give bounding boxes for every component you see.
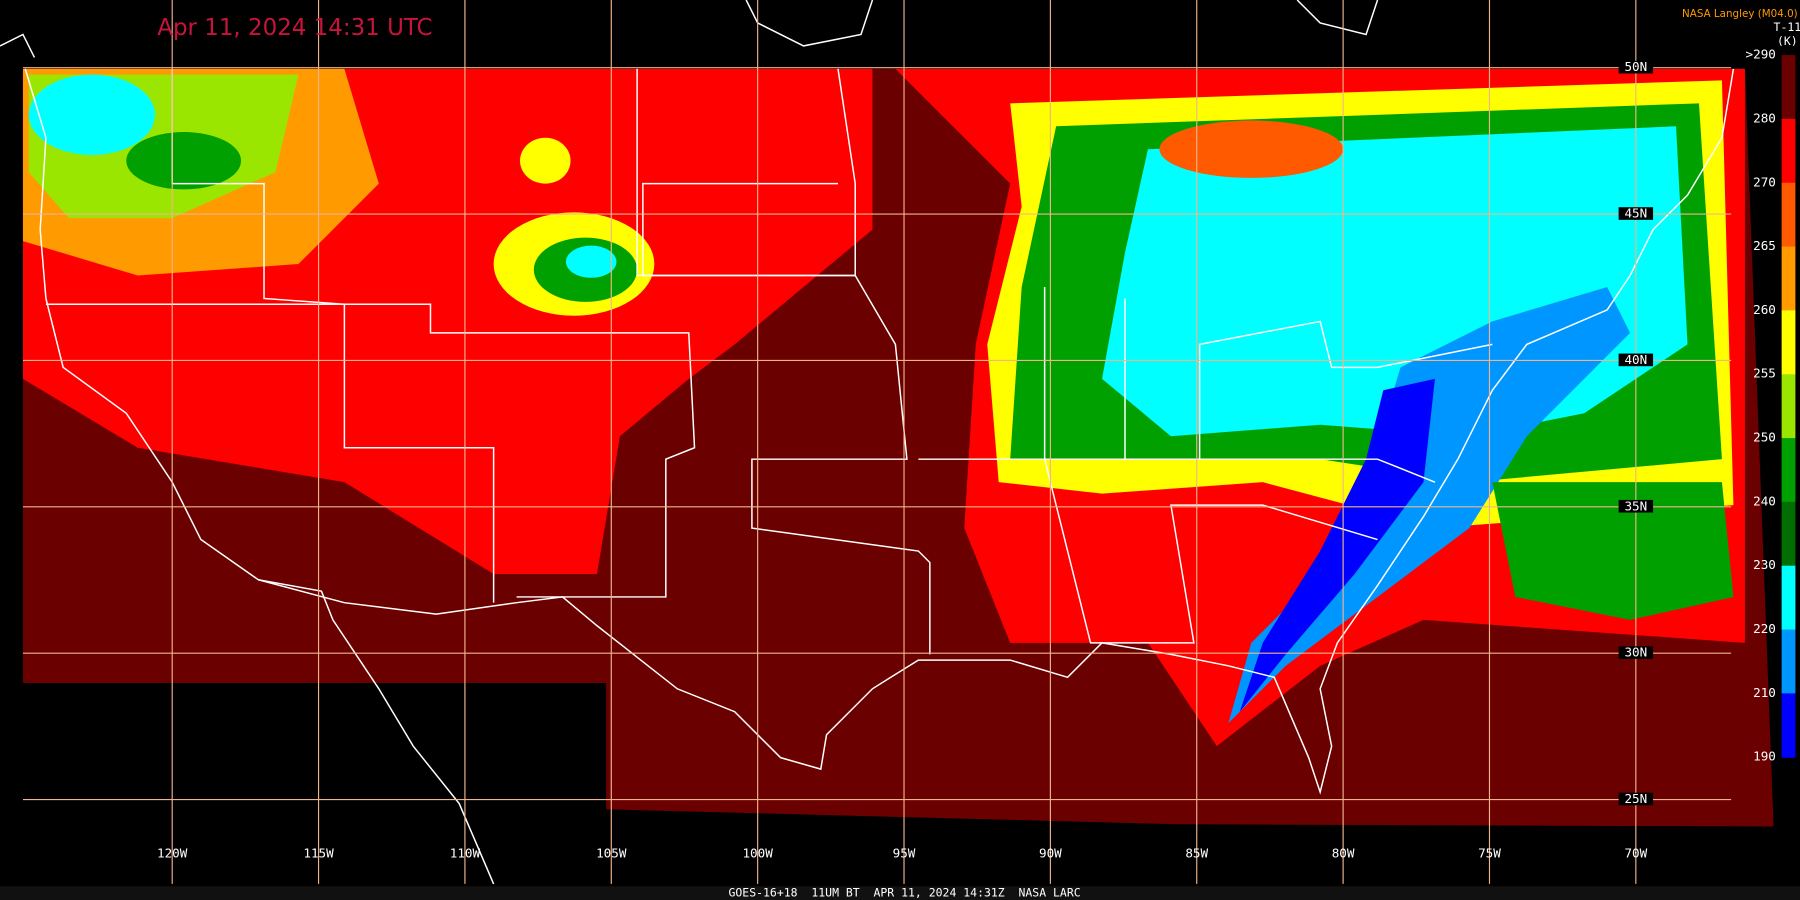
cloud-cold bbox=[565, 245, 617, 278]
coastline bbox=[258, 68, 1735, 795]
timestamp-title: Apr 11, 2024 14:31 UTC bbox=[157, 15, 432, 41]
colorbar-segment bbox=[1781, 182, 1796, 248]
colorbar-label: 220 bbox=[1753, 621, 1776, 636]
longitude-label: 90W bbox=[1039, 846, 1062, 861]
colorbar-segment bbox=[1781, 629, 1796, 694]
cloud-cold bbox=[28, 74, 155, 155]
longitude-label: 110W bbox=[450, 846, 481, 861]
state-border bbox=[1124, 298, 1493, 460]
state-border bbox=[45, 303, 495, 603]
colorbar-segment bbox=[1781, 693, 1796, 758]
colorbar: >290 280 270 265 260 255 250 240 230 220 210 190 bbox=[1746, 45, 1800, 783]
colorbar-title: T-11 bbox=[1774, 20, 1800, 34]
boundaries bbox=[0, 0, 1735, 885]
colorbar-segment bbox=[1781, 118, 1796, 184]
colorbar-label: 255 bbox=[1753, 366, 1776, 381]
cloud-cold bbox=[126, 132, 242, 190]
colorbar-label: 270 bbox=[1753, 174, 1776, 189]
longitude-label: 95W bbox=[893, 846, 916, 861]
colorbar-label: 280 bbox=[1753, 110, 1776, 125]
colorbar-segment bbox=[1781, 310, 1796, 375]
colorbar-label: 240 bbox=[1753, 493, 1776, 508]
coastline bbox=[24, 68, 495, 885]
state-border bbox=[171, 68, 696, 598]
cloud-field bbox=[22, 68, 1745, 747]
colorbar-label: 265 bbox=[1753, 238, 1776, 253]
latitude-label-bg bbox=[1618, 792, 1654, 806]
latitude-label: 40N bbox=[1624, 352, 1647, 367]
colorbar-segment bbox=[1781, 501, 1796, 567]
longitude-label: 75W bbox=[1478, 846, 1501, 861]
graticule bbox=[22, 0, 1732, 884]
colorbar-segment bbox=[1781, 438, 1796, 503]
latitude-label: 35N bbox=[1624, 498, 1647, 513]
state-border bbox=[1043, 286, 1378, 644]
latitude-label-bg bbox=[1618, 207, 1654, 220]
latitude-label-bg bbox=[1618, 353, 1654, 367]
colorbar-label: 210 bbox=[1753, 685, 1776, 700]
colorbar-label: 260 bbox=[1753, 302, 1776, 317]
colorbar-label: >290 bbox=[1746, 47, 1776, 62]
colorbar-segment bbox=[1781, 565, 1796, 631]
colorbar-segment bbox=[1781, 55, 1796, 120]
colorbar-label: 250 bbox=[1753, 430, 1776, 445]
latitude-label: 50N bbox=[1624, 59, 1647, 74]
colorbar-label: 190 bbox=[1753, 749, 1776, 764]
cloud-cold bbox=[1228, 286, 1631, 724]
longitude-label: 70W bbox=[1624, 846, 1647, 861]
graticule-labels: 120W 115W 110W 105W 100W 95W 90W 85W 80W 75W 70W 50… bbox=[157, 59, 1654, 861]
latitude-label-bg bbox=[1618, 60, 1654, 74]
colorbar-label: 230 bbox=[1753, 557, 1776, 572]
colorbar-segment bbox=[1781, 374, 1796, 439]
credit: NASA Langley (M04.0) bbox=[1682, 8, 1798, 20]
latitude-label-bg bbox=[1618, 499, 1654, 513]
coastline bbox=[745, 0, 874, 47]
colorbar-segment bbox=[1781, 246, 1796, 311]
cloud-mid bbox=[1159, 120, 1344, 178]
longitude-label: 105W bbox=[596, 846, 627, 861]
longitude-label: 85W bbox=[1185, 846, 1208, 861]
latitude-label: 30N bbox=[1624, 645, 1647, 660]
latitude-label: 25N bbox=[1624, 791, 1647, 806]
footer-band bbox=[0, 886, 1800, 900]
state-border bbox=[642, 68, 856, 277]
longitude-label: 115W bbox=[303, 846, 334, 861]
coastline bbox=[0, 33, 36, 58]
latitude-label-bg bbox=[1618, 646, 1654, 659]
footer: GOES-16+18 11UM BT APR 11, 2024 14:31Z N… bbox=[729, 886, 1081, 900]
cloud-cold bbox=[1492, 482, 1734, 620]
longitude-label: 80W bbox=[1332, 846, 1355, 861]
longitude-label: 120W bbox=[157, 846, 188, 861]
state-border bbox=[918, 458, 1436, 483]
cloud-cold bbox=[520, 137, 571, 184]
colorbar-unit: (K) bbox=[1777, 34, 1798, 48]
latitude-label: 45N bbox=[1624, 206, 1647, 221]
longitude-label: 100W bbox=[742, 846, 773, 861]
